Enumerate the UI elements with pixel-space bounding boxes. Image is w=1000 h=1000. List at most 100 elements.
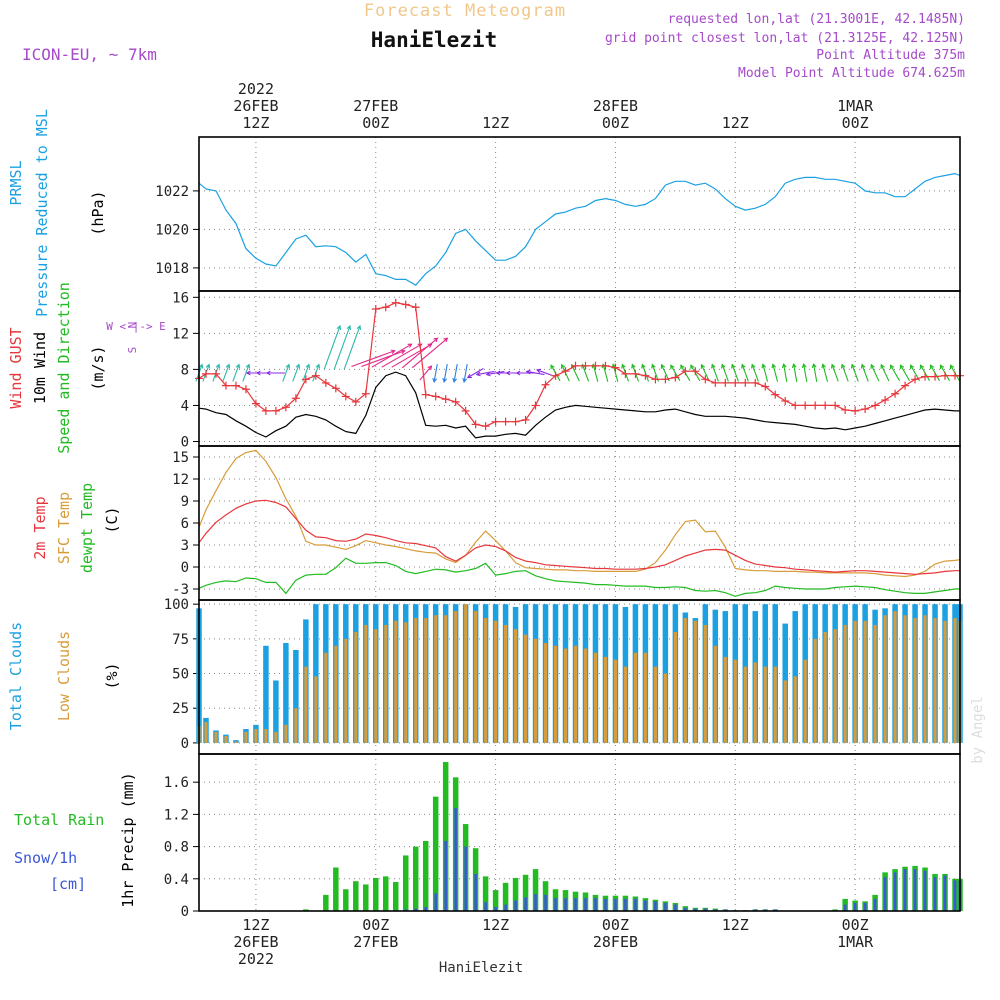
wind-gust-markers bbox=[195, 298, 964, 431]
wind-arrow-head bbox=[641, 363, 646, 369]
wind-gust-marker bbox=[491, 417, 500, 426]
wind-arrow-head bbox=[850, 363, 856, 369]
low-cloud-bar bbox=[484, 618, 488, 743]
low-cloud-bar bbox=[244, 731, 248, 743]
wind-arrow-head bbox=[680, 364, 685, 370]
y-tick-label: 12 bbox=[172, 472, 189, 488]
wind-arrow-head bbox=[245, 363, 251, 369]
low-cloud-bar bbox=[264, 729, 268, 743]
label-c: (C) bbox=[103, 506, 121, 533]
wind-arrow-head bbox=[890, 364, 895, 370]
wind-arrow-head bbox=[466, 373, 472, 379]
rain-bar bbox=[532, 869, 539, 911]
wind-arrow-head bbox=[731, 363, 736, 369]
footer-station: HaniElezit bbox=[439, 960, 523, 976]
wind-gust-marker bbox=[241, 385, 250, 394]
time-label-bottom: 00Z bbox=[602, 916, 629, 934]
wind-arrow bbox=[731, 364, 739, 382]
rain-bar bbox=[482, 876, 489, 911]
low-cloud-bar bbox=[204, 722, 208, 743]
wind-arrow-head bbox=[346, 324, 352, 331]
wind-arrow-head bbox=[870, 363, 875, 369]
rain-bar bbox=[363, 884, 369, 911]
wind-gust-marker bbox=[371, 305, 380, 314]
compass-we: W <-|-> E bbox=[106, 320, 166, 333]
low-cloud-bar bbox=[783, 680, 787, 743]
wind-arrow-head bbox=[781, 363, 787, 369]
wind-arrow bbox=[900, 364, 911, 382]
wind-arrow-head bbox=[929, 364, 935, 370]
low-cloud-bar bbox=[573, 645, 578, 743]
wind-gust-marker bbox=[701, 375, 710, 384]
snow-bar bbox=[873, 898, 877, 911]
wind-arrow bbox=[302, 364, 310, 382]
low-cloud-bar bbox=[514, 629, 518, 743]
y-tick-label: 0 bbox=[181, 560, 189, 576]
snow-bar bbox=[953, 880, 957, 911]
rain-bar bbox=[373, 877, 379, 911]
wind-gust-marker bbox=[361, 389, 370, 398]
wind-gust-marker bbox=[481, 422, 490, 431]
total-cloud-bar bbox=[273, 680, 279, 743]
low-cloud-bar bbox=[813, 638, 817, 743]
wind-arrow bbox=[453, 364, 458, 382]
snow-bar bbox=[544, 894, 547, 911]
time-label-top: 2022 bbox=[238, 80, 274, 98]
wind-gust-marker bbox=[471, 420, 480, 429]
wind-arrow-head bbox=[305, 363, 311, 369]
wind-arrow-head bbox=[390, 349, 396, 355]
panel-precipitation: 0 0.4 0.8 1.2 1.6 bbox=[164, 754, 960, 920]
snow-bar bbox=[444, 840, 447, 911]
wind-arrow bbox=[831, 364, 839, 382]
time-label-top: 12Z bbox=[482, 114, 509, 132]
low-cloud-bar bbox=[823, 631, 827, 743]
top-title: Forecast Meteogram bbox=[364, 1, 566, 21]
wind-arrow bbox=[222, 364, 230, 382]
low-cloud-bar bbox=[643, 652, 647, 743]
low-cloud-bar bbox=[623, 666, 627, 743]
low-cloud-bar bbox=[803, 659, 807, 743]
wind-gust-marker bbox=[801, 401, 810, 410]
wind-arrow-head bbox=[801, 363, 807, 369]
label-speed-direction: Speed and Direction bbox=[55, 282, 73, 454]
wind-arrow-head bbox=[495, 370, 501, 376]
wind-arrow-head bbox=[860, 363, 866, 369]
wind-gust-marker bbox=[811, 401, 820, 410]
wind-gust-marker bbox=[251, 399, 260, 408]
label-pressure-msl: Pressure Reduced to MSL bbox=[33, 109, 51, 317]
low-cloud-bar bbox=[314, 676, 318, 743]
wind-arrow-head bbox=[225, 363, 231, 369]
low-cloud-bar bbox=[284, 724, 288, 743]
snow-bar bbox=[724, 909, 727, 911]
wind-gust-marker bbox=[831, 401, 840, 410]
wind-arrow bbox=[401, 337, 438, 369]
low-cloud-bar bbox=[444, 615, 448, 743]
y-tick-label: 12 bbox=[172, 326, 189, 342]
rain-bar bbox=[502, 882, 509, 911]
rain-bar bbox=[412, 846, 419, 911]
low-cloud-bar bbox=[294, 708, 298, 743]
label-2m-temp: 2m Temp bbox=[31, 496, 49, 559]
wind-arrow bbox=[361, 350, 405, 367]
wind-arrow-head bbox=[245, 370, 251, 376]
wind-arrow bbox=[411, 337, 448, 369]
wind-gust-marker bbox=[201, 369, 210, 378]
wind-gust-marker bbox=[691, 367, 700, 376]
snow-bar bbox=[574, 898, 577, 911]
wind-arrow-head bbox=[285, 363, 291, 369]
snow-bar bbox=[763, 909, 767, 911]
wind-gust-marker bbox=[421, 390, 430, 399]
low-cloud-bar bbox=[304, 666, 308, 743]
wind-arrow bbox=[282, 364, 290, 382]
total-cloud-bar bbox=[662, 604, 669, 743]
snow-bar bbox=[644, 900, 647, 911]
snow-bar bbox=[943, 875, 947, 911]
wind-arrow bbox=[526, 370, 545, 376]
label-10m-wind: 10m Wind bbox=[31, 332, 49, 404]
wind-arrow bbox=[592, 364, 599, 382]
label-total-clouds: Total Clouds bbox=[7, 622, 25, 730]
wind-gust-marker bbox=[281, 403, 290, 412]
wind-arrow-head bbox=[525, 369, 531, 375]
snow-bar bbox=[903, 869, 907, 911]
low-cloud-bar bbox=[833, 629, 837, 743]
